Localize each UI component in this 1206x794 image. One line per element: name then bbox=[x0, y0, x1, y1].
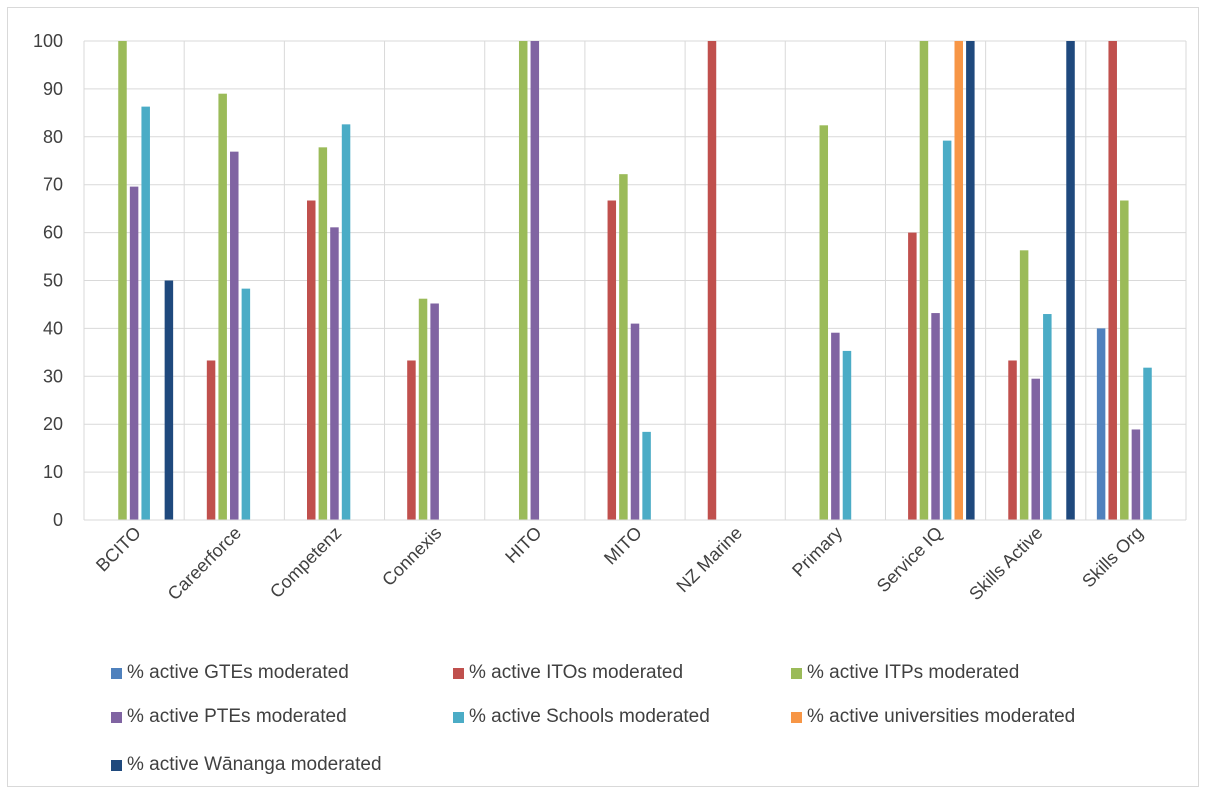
gridlines bbox=[83, 40, 1187, 520]
y-axis-ticks: 0 10 20 30 40 50 60 70 80 90 100 bbox=[33, 31, 63, 530]
bar bbox=[418, 298, 428, 520]
y-tick-label: 60 bbox=[43, 223, 63, 243]
bar bbox=[819, 125, 829, 520]
bar bbox=[118, 41, 127, 520]
y-tick-label: 30 bbox=[43, 366, 63, 386]
x-category-label: MITO bbox=[600, 523, 646, 569]
y-tick-label: 20 bbox=[43, 414, 63, 434]
bar bbox=[707, 41, 717, 520]
bar bbox=[307, 200, 316, 520]
bar bbox=[330, 227, 339, 520]
x-category-label: Connexis bbox=[378, 523, 445, 590]
bar bbox=[908, 232, 917, 520]
bar bbox=[1043, 314, 1052, 520]
bar bbox=[619, 174, 628, 521]
bar bbox=[1031, 378, 1040, 520]
bar bbox=[430, 303, 439, 520]
x-category-label: Skills Org bbox=[1078, 523, 1147, 592]
y-tick-label: 10 bbox=[43, 462, 63, 482]
x-category-label: Service IQ bbox=[873, 523, 947, 597]
x-category-label: Competenz bbox=[266, 523, 345, 602]
x-category-label: Careerforce bbox=[164, 523, 245, 604]
y-tick-label: 70 bbox=[43, 175, 63, 195]
bar bbox=[241, 288, 251, 520]
bar bbox=[206, 360, 216, 520]
bar bbox=[1131, 429, 1141, 520]
y-tick-label: 40 bbox=[43, 318, 63, 338]
bar bbox=[1008, 360, 1017, 520]
bar bbox=[230, 151, 239, 521]
bar bbox=[1019, 250, 1029, 520]
y-tick-label: 90 bbox=[43, 79, 63, 99]
bar bbox=[1108, 41, 1117, 520]
x-axis-labels: BCITO Careerforce Competenz Connexis HITO MIT… bbox=[92, 523, 1147, 604]
x-category-label: Skills Active bbox=[965, 523, 1046, 604]
bar bbox=[842, 350, 852, 520]
bar bbox=[831, 332, 840, 520]
y-tick-label: 0 bbox=[53, 510, 63, 530]
bar bbox=[164, 280, 174, 520]
bar bbox=[1143, 367, 1152, 520]
x-category-label: Primary bbox=[788, 523, 846, 581]
bar bbox=[341, 124, 351, 520]
bars bbox=[118, 41, 1152, 521]
bar bbox=[141, 106, 150, 521]
bar bbox=[407, 360, 416, 520]
bar bbox=[942, 140, 952, 520]
bar bbox=[1120, 200, 1129, 520]
bar bbox=[642, 431, 651, 520]
bar bbox=[954, 41, 963, 520]
bar bbox=[630, 323, 640, 520]
y-tick-label: 50 bbox=[43, 271, 63, 291]
bar bbox=[919, 41, 929, 520]
bar bbox=[518, 41, 528, 520]
x-category-label: HITO bbox=[501, 523, 545, 567]
x-category-label: BCITO bbox=[92, 523, 145, 576]
y-tick-label: 100 bbox=[33, 31, 63, 51]
bar bbox=[966, 41, 975, 520]
bar bbox=[318, 147, 328, 520]
y-tick-label: 80 bbox=[43, 127, 63, 147]
bar bbox=[218, 93, 227, 520]
bar bbox=[129, 186, 139, 520]
bar bbox=[1066, 41, 1075, 520]
bar bbox=[1096, 328, 1106, 520]
bar bbox=[530, 41, 540, 520]
x-category-label: NZ Marine bbox=[672, 523, 746, 597]
bar bbox=[607, 200, 617, 520]
bar bbox=[931, 313, 940, 520]
